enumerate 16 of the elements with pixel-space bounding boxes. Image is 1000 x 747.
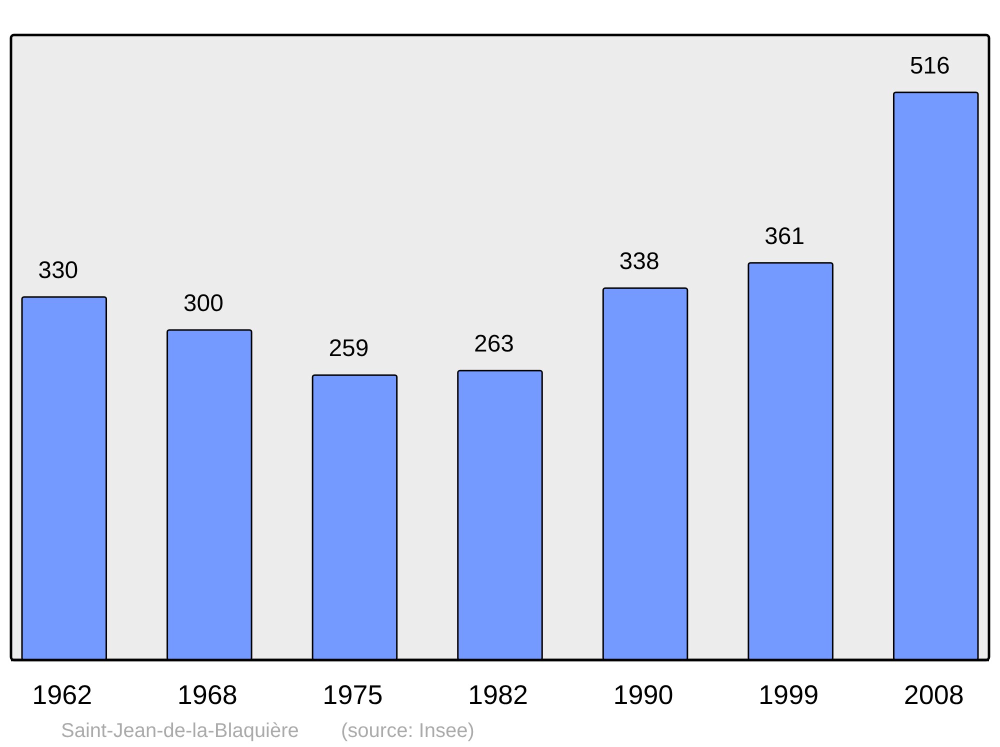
x-tick-label: 1982 <box>468 680 528 710</box>
data-label: 338 <box>619 248 660 276</box>
x-tick-label: 1968 <box>177 680 238 710</box>
data-label: 361 <box>764 222 805 250</box>
data-label: 330 <box>38 256 78 284</box>
x-tick-label: 1990 <box>613 680 674 710</box>
data-label: 516 <box>910 52 950 80</box>
data-label: 300 <box>183 290 224 317</box>
data-label: 263 <box>474 330 514 358</box>
x-tick-label: 1999 <box>758 680 819 710</box>
x-tick-label: 1962 <box>32 680 92 710</box>
text: (source: Insee) <box>341 720 474 742</box>
x-tick-label: 1975 <box>322 680 383 710</box>
text: Saint-Jean-de-la-Blaquière <box>61 720 299 742</box>
x-tick-label: 2008 <box>904 680 964 710</box>
data-label: 259 <box>328 335 369 362</box>
